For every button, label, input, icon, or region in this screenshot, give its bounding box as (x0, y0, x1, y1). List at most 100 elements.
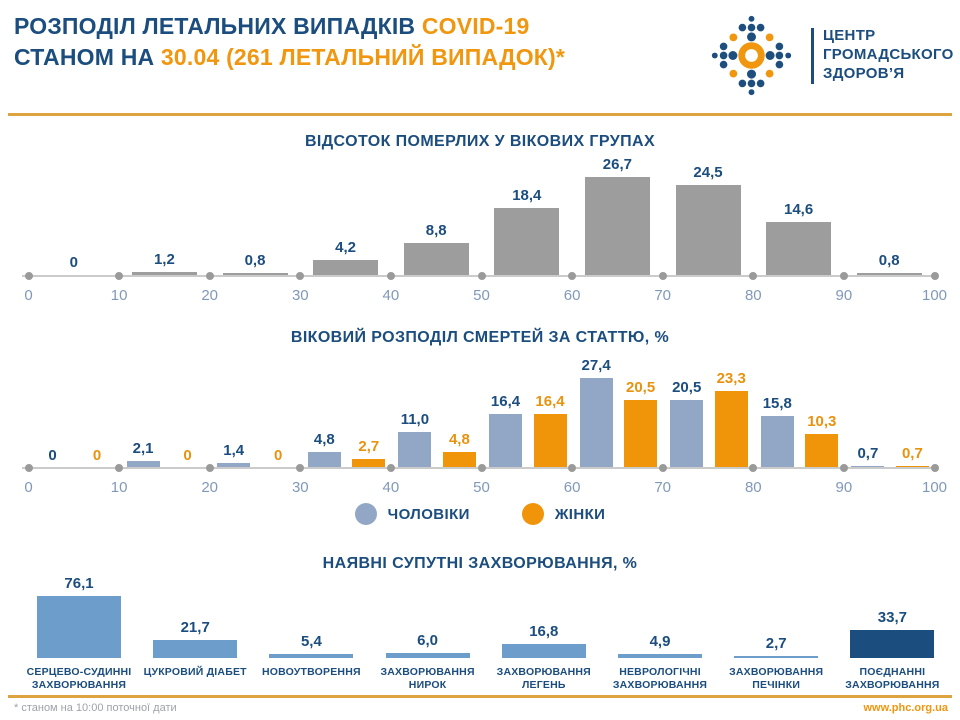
chart1-bar-value: 26,7 (602, 156, 632, 174)
chart1-bar (222, 273, 288, 276)
chart1-x-axis-tick-dot (477, 272, 486, 280)
chart2-x-axis-tick-label: 90 (835, 479, 853, 496)
chart1-x-axis-tick-dot (658, 272, 667, 280)
chart1-x-axis-tick-label: 40 (382, 287, 400, 304)
chart2-bar-value: 11,0 (400, 410, 430, 428)
chart2-x-axis-tick-dot (477, 464, 486, 472)
chart3-bar-value: 33,7 (877, 609, 907, 627)
chart2-bar-value: 0,7 (857, 444, 879, 462)
chart2-bar-women (533, 413, 567, 468)
chart1-bar-value: 14,6 (783, 200, 814, 218)
page-title-line2: СТАНОМ НА 30.04 (261 ЛЕТАЛЬНИЙ ВИПАДОК)* (14, 44, 566, 70)
chart2-x-axis-tick-label: 80 (744, 479, 762, 496)
chart1-x-axis-tick-dot (749, 272, 758, 280)
chart1-x-axis-tick-label: 70 (654, 287, 672, 304)
chart2-bar-value: 20,5 (672, 379, 702, 397)
chart3-category-label: НЕВРОЛОГІЧНІ ЗАХВОРЮВАННЯ (612, 666, 708, 691)
men-swatch-icon (354, 503, 377, 525)
chart3-bar (618, 653, 702, 658)
chart2-x-axis-tick-dot (205, 464, 214, 472)
chart3-category-label: ЗАХВОРЮВАННЯ ЛЕГЕНЬ (496, 666, 591, 691)
chart2-bar-value: 4,8 (313, 431, 335, 449)
header-divider (8, 113, 952, 116)
legend-item-men: ЧОЛОВІКИ (354, 503, 470, 525)
chart3-bar (850, 630, 935, 658)
chart1-x-axis-tick-dot (386, 272, 395, 280)
chart3-bar-value: 16,8 (529, 623, 559, 641)
chart3-bar-value: 21,7 (180, 619, 210, 637)
chart2-x-axis-tick-dot (568, 464, 577, 472)
chart2-bar-value: 0 (92, 447, 102, 464)
chart1-x-axis-tick-label: 60 (563, 287, 581, 304)
website-url: www.phc.org.ua (863, 702, 948, 714)
chart1-bar (131, 271, 197, 276)
chart3-bar (269, 653, 354, 658)
chart1-bar-value: 0 (69, 253, 78, 271)
chart3-bar (385, 653, 470, 658)
chart2-bar-men (670, 400, 704, 468)
chart2-x-axis-tick-label: 10 (110, 479, 128, 496)
women-swatch-icon (521, 503, 544, 525)
chart1-bar-value: 1,2 (153, 250, 175, 268)
chart3-bar-value: 76,1 (64, 574, 94, 592)
chart2-bar-value: 16,4 (535, 392, 565, 410)
chart2-x-axis-tick-dot (24, 464, 33, 472)
chart2-legend: ЧОЛОВІКИ ЖІНКИ (0, 503, 960, 525)
chart3-bar-value: 6,0 (417, 632, 439, 650)
chart2-x-axis-tick-label: 100 (921, 479, 948, 496)
chart1-bar-value: 0,8 (244, 252, 266, 270)
chart3-title: НАЯВНІ СУПУТНІ ЗАХВОРЮВАННЯ, % (322, 555, 638, 572)
chart1-x-axis-tick-dot (839, 272, 848, 280)
chart2-x-axis-tick-label: 30 (291, 479, 309, 496)
chart2-x-axis-tick-label: 70 (654, 479, 672, 496)
chart2-bar-value: 0 (274, 447, 283, 464)
chart1-x-axis-tick-label: 100 (921, 287, 948, 304)
chart3-bar-value: 5,4 (300, 632, 322, 650)
chart2-x-axis-tick-dot (296, 464, 305, 472)
chart1-bar (856, 273, 922, 276)
chart2-x-axis-tick-label: 50 (473, 479, 490, 496)
chart3-bar (501, 644, 586, 658)
page-title: РОЗПОДІЛ ЛЕТАЛЬНИХ ВИПАДКІВ COVID-19 СТА… (14, 11, 565, 73)
chart1-title: ВІДСОТОК ПОМЕРЛИХ У ВІКОВИХ ГРУПАХ (304, 133, 656, 150)
chart1-x-axis-tick-dot (930, 272, 939, 280)
chart2-x-axis-tick-label: 20 (201, 479, 219, 496)
chart2-bar-men (126, 461, 160, 468)
chart1-bar (313, 260, 379, 276)
chart2-bar-men (398, 431, 432, 468)
chart2-bar-value: 2,1 (132, 440, 154, 458)
chart1-x-axis-tick-label: 80 (744, 287, 762, 304)
chart2-x-axis-tick-dot (115, 464, 124, 472)
chart2-x-axis-tick-dot (658, 464, 667, 472)
chart1-x-axis-tick-label: 50 (473, 287, 490, 304)
page-title-line1: РОЗПОДІЛ ЛЕТАЛЬНИХ ВИПАДКІВ COVID-19 (14, 13, 530, 39)
chart2-bar-women (895, 465, 929, 468)
chart2-bar-men (579, 377, 613, 468)
chart3-category-label: ЗАХВОРЮВАННЯ ПЕЧІНКИ (729, 666, 824, 691)
chart2-bar-value: 16,4 (490, 392, 521, 410)
chart2-bar-value: 2,7 (358, 438, 380, 456)
chart1-bar-value: 24,5 (693, 164, 723, 182)
chart2-bar-women (714, 391, 748, 468)
chart2-bar-women (805, 434, 839, 468)
legend-item-women: ЖІНКИ (521, 503, 606, 525)
chart3-bar-value: 2,7 (765, 634, 787, 652)
chart2-bar-value: 0 (183, 447, 192, 464)
chart2-x-axis-tick-dot (386, 464, 395, 472)
chart1-bar (494, 207, 560, 276)
chart1-x-axis-tick-dot (24, 272, 33, 280)
phc-logo-icon (711, 15, 792, 96)
chart2-bar-value: 27,4 (581, 356, 611, 374)
chart2-bar-value: 4,8 (448, 431, 470, 449)
chart2-bar-women (442, 452, 476, 468)
chart3-bar-value: 4,9 (649, 632, 671, 650)
chart2-bar-value: 0 (48, 447, 57, 464)
chart2-bar-value: 0,7 (901, 444, 923, 462)
chart2-bar-women (352, 459, 386, 468)
chart3-category-label: ЗАХВОРЮВАННЯ НИРОК (380, 666, 475, 691)
chart1-x-axis-tick-dot (296, 272, 305, 280)
chart1-x-axis-tick-label: 30 (291, 287, 309, 304)
chart3-category-label: НОВОУТВОРЕННЯ (262, 666, 361, 678)
